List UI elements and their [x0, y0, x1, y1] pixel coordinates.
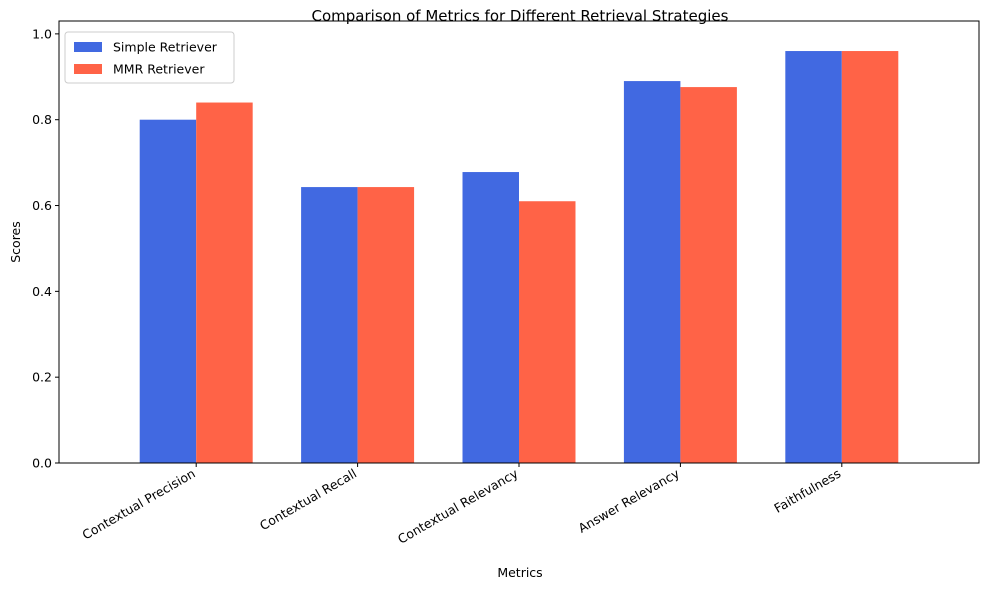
x-tick-label: Faithfulness [771, 466, 843, 516]
legend-label-simple: Simple Retriever [113, 40, 218, 55]
bars-layer [139, 51, 899, 464]
y-tick-label: 0.6 [32, 198, 52, 213]
y-tick-label: 0.8 [32, 112, 52, 127]
bar-simple-1 [301, 187, 358, 463]
x-tick-label: Contextual Precision [80, 466, 198, 543]
bar-simple-0 [139, 119, 197, 463]
legend: Simple Retriever MMR Retriever [64, 31, 235, 84]
x-axis-label: Metrics [497, 565, 542, 580]
bar-mmr-3 [680, 87, 737, 463]
bar-mmr-0 [196, 102, 253, 463]
bar-mmr-2 [519, 201, 576, 463]
x-tick-label: Contextual Recall [257, 466, 359, 534]
chart-title: Comparison of Metrics for Different Retr… [312, 7, 729, 25]
legend-frame [64, 31, 235, 84]
x-axis: Contextual Precision Contextual Recall Con… [80, 463, 843, 547]
y-tick-label: 0.0 [32, 456, 52, 471]
bar-simple-2 [462, 172, 519, 463]
y-axis-label: Scores [8, 221, 23, 263]
bar-mmr-4 [841, 51, 899, 464]
x-tick-label: Contextual Relevancy [395, 465, 521, 546]
legend-swatch-simple [74, 42, 102, 52]
bar-simple-3 [623, 81, 681, 463]
y-axis: 0.0 0.2 0.4 0.6 0.8 1.0 [32, 26, 59, 471]
legend-label-mmr: MMR Retriever [113, 62, 205, 77]
bar-simple-4 [785, 51, 842, 464]
bar-mmr-1 [357, 187, 415, 463]
y-tick-label: 0.4 [32, 284, 52, 299]
legend-swatch-mmr [74, 64, 102, 74]
y-tick-label: 0.2 [32, 370, 52, 385]
y-tick-label: 1.0 [32, 26, 52, 41]
x-tick-label: Answer Relevancy [575, 465, 682, 535]
